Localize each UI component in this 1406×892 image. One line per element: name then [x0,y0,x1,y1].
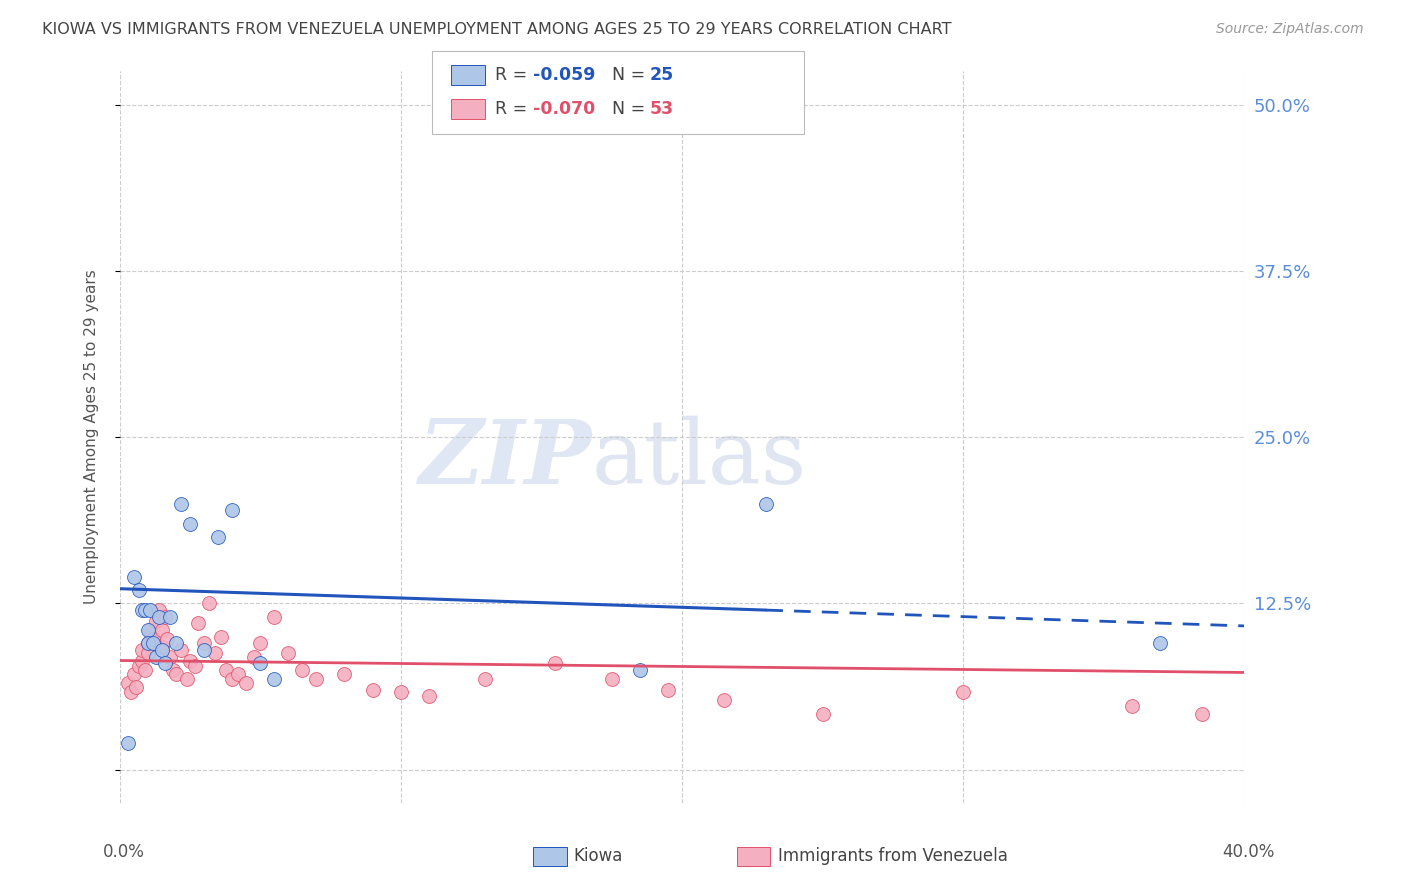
Point [136,636,159,650]
Text: 53: 53 [650,100,673,118]
Text: 25: 25 [650,66,673,84]
Point [179,653,201,667]
Text: 0.0%: 0.0% [103,843,145,861]
Point [263,672,285,686]
Text: N =: N = [612,100,651,118]
Point [418,690,440,704]
Point [165,636,187,650]
Point [150,640,173,655]
Point [145,649,167,664]
Point [128,658,150,673]
Point [145,614,167,628]
Text: N =: N = [612,66,651,84]
Point [184,658,207,673]
Text: KIOWA VS IMMIGRANTS FROM VENEZUELA UNEMPLOYMENT AMONG AGES 25 TO 29 YEARS CORREL: KIOWA VS IMMIGRANTS FROM VENEZUELA UNEMP… [42,22,952,37]
Point [156,632,179,647]
Y-axis label: Unemployment Among Ages 25 to 29 years: Unemployment Among Ages 25 to 29 years [84,269,98,605]
Text: R =: R = [495,66,533,84]
Text: R =: R = [495,100,533,118]
Point [139,603,162,617]
Point [159,609,181,624]
Point [193,643,215,657]
Point [122,570,145,584]
Point [142,636,165,650]
Point [193,636,215,650]
Point [1149,636,1171,650]
Point [153,609,176,624]
Point [628,663,651,677]
Point [600,672,623,686]
Point [243,649,266,664]
Point [204,646,226,660]
Point [128,582,150,597]
Point [131,603,153,617]
Point [142,632,165,647]
Point [187,616,209,631]
Point [389,685,412,699]
Point [333,666,356,681]
Point [159,649,181,664]
Text: -0.059: -0.059 [533,66,595,84]
Point [165,666,187,681]
Text: 40.0%: 40.0% [1222,843,1275,861]
Point [117,676,139,690]
Point [221,672,243,686]
Point [134,603,156,617]
Point [209,630,232,644]
Point [153,656,176,670]
Point [136,623,159,637]
Point [136,636,159,650]
Point [136,646,159,660]
Text: Source: ZipAtlas.com: Source: ZipAtlas.com [1216,22,1364,37]
Point [811,706,834,721]
Point [131,643,153,657]
Point [117,736,139,750]
Point [120,685,142,699]
Point [170,497,193,511]
Text: Kiowa: Kiowa [574,847,623,865]
Point [305,672,328,686]
Point [226,666,249,681]
Text: -0.070: -0.070 [533,100,595,118]
Point [1191,706,1213,721]
Point [148,609,170,624]
Point [148,603,170,617]
Point [122,666,145,681]
Point [162,663,184,677]
Point [657,682,679,697]
Point [361,682,384,697]
Point [474,672,496,686]
Point [179,516,201,531]
Point [235,676,257,690]
Point [131,653,153,667]
Point [263,609,285,624]
Point [150,643,173,657]
Text: Immigrants from Venezuela: Immigrants from Venezuela [778,847,1007,865]
Point [215,663,238,677]
Text: atlas: atlas [592,416,807,503]
Point [277,646,299,660]
Point [755,497,778,511]
Point [176,672,198,686]
Point [170,643,193,657]
Point [150,623,173,637]
Point [544,656,567,670]
Point [291,663,314,677]
Point [198,596,221,610]
Point [221,503,243,517]
Point [249,636,271,650]
Point [134,663,156,677]
Point [207,530,229,544]
Point [1121,698,1143,713]
Point [139,623,162,637]
Text: ZIP: ZIP [419,416,592,502]
Point [713,693,735,707]
Point [125,680,148,694]
Point [249,656,271,670]
Point [952,685,974,699]
